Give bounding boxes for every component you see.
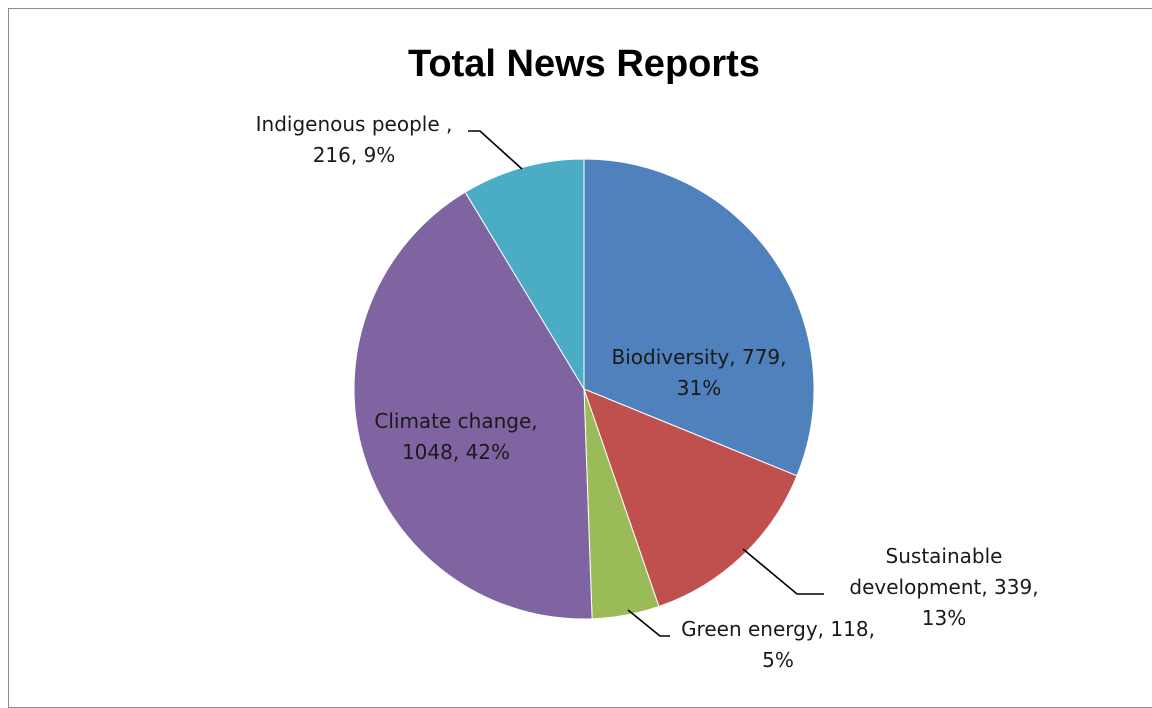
leader-line-sustainable-development <box>742 548 824 595</box>
chart-title: Total News Reports <box>408 43 760 85</box>
pie-slice-biodiversity <box>583 158 815 477</box>
data-label-sustainable-development: Sustainable development, 339, 13% <box>849 544 1038 630</box>
pie-slice-climate-change <box>353 191 593 620</box>
data-label-climate-change: Climate change, 1048, 42% <box>374 409 537 464</box>
leader-line-green-energy <box>627 609 670 637</box>
leader-lines <box>468 130 824 637</box>
data-label-indigenous-people: Indigenous people , 216, 9% <box>256 112 453 167</box>
pie-slices <box>353 158 815 620</box>
data-label-green-energy: Green energy, 118, 5% <box>681 617 875 672</box>
data-labels: Biodiversity, 779, 31% Sustainable developm… <box>256 112 1039 672</box>
pie-slice-sustainable-development <box>583 388 798 608</box>
leader-line-indigenous-people <box>468 130 523 170</box>
pie-slice-indigenous-people <box>464 158 585 391</box>
pie-chart: Total News Reports Biodiversity, 779, 31%… <box>256 43 1039 672</box>
data-label-biodiversity: Biodiversity, 779, 31% <box>611 345 786 400</box>
